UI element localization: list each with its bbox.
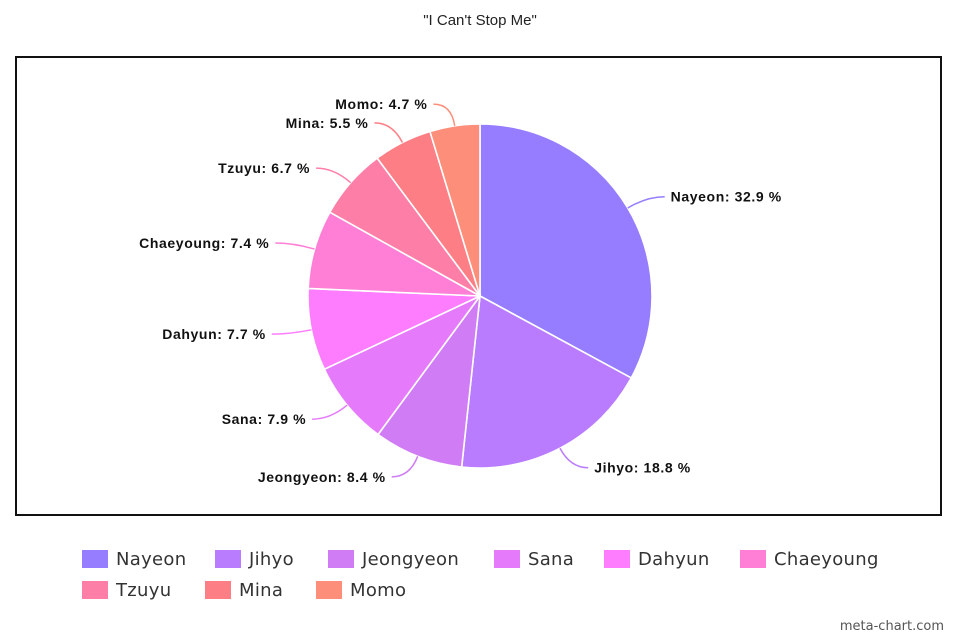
legend-item-nayeon[interactable]: Nayeon <box>82 547 186 571</box>
legend-label: Dahyun <box>638 548 710 570</box>
leader-line-sana <box>312 404 348 420</box>
slice-label-momo: Momo: 4.7 % <box>335 96 427 112</box>
legend-swatch <box>740 550 766 568</box>
legend-swatch <box>328 550 354 568</box>
plot-area: Nayeon: 32.9 % Jihyo: 18.8 % Jeongyeon: 8.… <box>15 56 942 516</box>
pie-slice-momo[interactable] <box>428 123 481 297</box>
chart-title: "I Can't Stop Me" <box>423 12 537 29</box>
legend-label: Sana <box>528 548 575 570</box>
pie-slice-jeongyeon[interactable] <box>376 293 482 468</box>
watermark: meta-chart.com <box>839 619 944 634</box>
leader-line-dahyun <box>271 329 312 335</box>
leader-line-momo <box>433 103 456 126</box>
legend-swatch <box>316 581 342 599</box>
slice-label-jeongyeon: Jeongyeon: 8.4 % <box>258 469 386 485</box>
legend-item-mina[interactable]: Mina <box>205 578 283 602</box>
leader-line-tzuyu <box>316 167 352 184</box>
slice-label-sana: Sana: 7.9 % <box>222 411 306 427</box>
slice-label-tzuyu: Tzuyu: 6.7 % <box>218 160 310 176</box>
legend: Nayeon Jihyo Jeongyeon Sana Dahyun Chaeyoung T… <box>0 544 960 608</box>
legend-label: Mina <box>239 579 284 601</box>
legend-item-momo[interactable]: Momo <box>316 578 406 602</box>
legend-item-dahyun[interactable]: Dahyun <box>604 547 710 571</box>
leader-line-jeongyeon <box>391 456 419 478</box>
pie-slice-nayeon[interactable] <box>479 123 653 379</box>
leader-line-nayeon <box>627 195 665 209</box>
legend-label: Nayeon <box>116 548 187 570</box>
pie-slice-jihyo[interactable] <box>460 294 633 469</box>
leader-line-jihyo <box>559 447 589 469</box>
legend-item-jeongyeon[interactable]: Jeongyeon <box>328 547 459 571</box>
legend-label: Jihyo <box>249 548 294 570</box>
legend-label: Chaeyoung <box>774 548 879 570</box>
legend-item-sana[interactable]: Sana <box>494 547 574 571</box>
legend-swatch <box>82 581 108 599</box>
legend-swatch <box>604 550 630 568</box>
slice-label-nayeon: Nayeon: 32.9 % <box>671 189 782 205</box>
legend-swatch <box>82 550 108 568</box>
pie-chart: Nayeon: 32.9 % Jihyo: 18.8 % Jeongyeon: 8.… <box>139 96 782 485</box>
legend-label: Jeongyeon <box>362 548 460 570</box>
legend-item-jihyo[interactable]: Jihyo <box>215 547 294 571</box>
legend-item-tzuyu[interactable]: Tzuyu <box>82 578 171 602</box>
legend-swatch <box>494 550 520 568</box>
leader-line-mina <box>374 122 404 143</box>
legend-swatch <box>205 581 231 599</box>
legend-label: Momo <box>350 579 407 601</box>
legend-label: Tzuyu <box>116 579 172 601</box>
legend-item-chaeyoung[interactable]: Chaeyoung <box>740 547 879 571</box>
slice-label-jihyo: Jihyo: 18.8 % <box>594 460 691 476</box>
slice-label-mina: Mina: 5.5 % <box>286 115 369 131</box>
slice-label-dahyun: Dahyun: 7.7 % <box>162 326 266 342</box>
leader-line-chaeyoung <box>275 242 315 250</box>
legend-swatch <box>215 550 241 568</box>
slice-label-chaeyoung: Chaeyoung: 7.4 % <box>139 235 269 251</box>
